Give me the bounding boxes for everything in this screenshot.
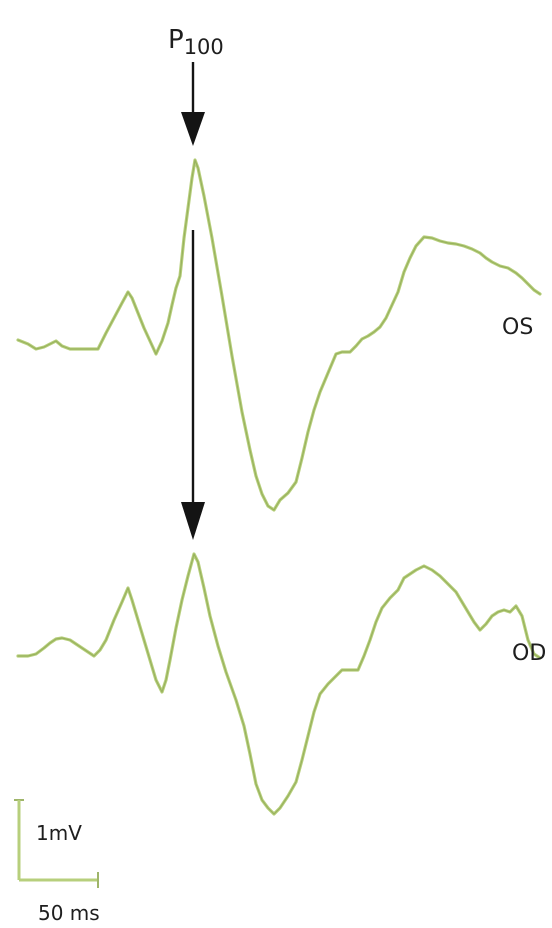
os-trace — [16, 158, 542, 512]
od-trace — [16, 552, 542, 816]
scale-bar — [14, 799, 99, 888]
od-label: OD — [512, 641, 546, 666]
p100-label-sub: 100 — [184, 35, 224, 59]
scale-time-label: 50 ms — [38, 901, 100, 925]
os-label: OS — [502, 315, 533, 340]
p100-label: P100 — [168, 25, 224, 59]
p100-arrow-long — [181, 230, 205, 540]
p100-label-main: P — [168, 25, 184, 55]
p100-arrow-top — [181, 62, 205, 146]
scale-amplitude-label: 1mV — [36, 821, 82, 845]
